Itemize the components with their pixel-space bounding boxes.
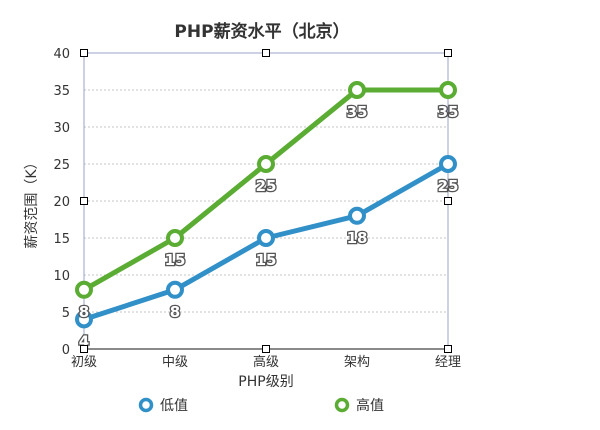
series-point xyxy=(166,229,184,247)
data-label: 8 xyxy=(79,303,89,321)
series-lines xyxy=(81,87,451,322)
resize-handle[interactable] xyxy=(262,345,270,353)
y-tick-label: 25 xyxy=(53,158,70,173)
series-point xyxy=(439,155,457,173)
y-tick-label: 5 xyxy=(62,306,70,321)
y-tick-label: 40 xyxy=(53,47,70,62)
data-label: 18 xyxy=(347,229,368,247)
legend-label: 高值 xyxy=(356,397,384,414)
series-points xyxy=(75,81,457,329)
x-tick-label: 初级 xyxy=(71,355,97,370)
x-tick-label: 中级 xyxy=(162,355,188,370)
series-point xyxy=(75,280,93,299)
series-point xyxy=(75,310,93,329)
series-point xyxy=(257,155,275,173)
y-tick-label: 30 xyxy=(53,121,70,136)
x-tick-label: 高级 xyxy=(253,354,279,370)
y-tick-label: 0 xyxy=(62,343,70,358)
y-axis-label: 薪资范围（K） xyxy=(23,155,40,248)
legend-marker xyxy=(334,397,350,413)
data-label: 15 xyxy=(165,251,186,269)
resize-handle[interactable] xyxy=(80,345,88,353)
chart-title: PHP薪资水平（北京） xyxy=(174,21,349,42)
y-tick-label: 20 xyxy=(53,195,70,210)
data-label: 25 xyxy=(438,177,459,195)
x-axis-ticks: 初级 中级 高级 架构 经理 xyxy=(71,354,461,370)
resize-handle[interactable] xyxy=(444,345,452,353)
y-tick-label: 35 xyxy=(53,84,70,99)
resize-handle[interactable] xyxy=(80,197,88,205)
data-label: 35 xyxy=(347,103,368,121)
legend-item[interactable]: 高值 xyxy=(334,397,385,414)
data-label: 25 xyxy=(256,177,277,195)
resize-handle[interactable] xyxy=(262,49,270,57)
series-point xyxy=(257,229,275,247)
series-point xyxy=(166,280,184,299)
series-point xyxy=(439,81,457,99)
series-point xyxy=(348,81,366,99)
x-tick-label: 经理 xyxy=(435,355,461,370)
y-axis-ticks: 0 5 10 15 20 25 30 35 40 xyxy=(53,47,70,358)
data-label: 35 xyxy=(438,103,459,121)
series-point xyxy=(348,206,366,225)
x-tick-label: 架构 xyxy=(344,355,370,370)
data-label: 15 xyxy=(256,251,277,269)
data-label: 8 xyxy=(170,303,180,321)
selection-handles[interactable] xyxy=(80,49,452,353)
resize-handle[interactable] xyxy=(444,49,452,57)
y-tick-label: 15 xyxy=(53,232,70,247)
resize-handle[interactable] xyxy=(444,197,452,205)
legend-marker xyxy=(138,397,154,413)
legend-item[interactable]: 低值 xyxy=(138,397,189,414)
x-axis-label: PHP级别 xyxy=(238,374,293,390)
legend[interactable]: 低值 高值 xyxy=(138,397,385,414)
resize-handle[interactable] xyxy=(80,49,88,57)
legend-label: 低值 xyxy=(160,398,188,414)
y-tick-label: 10 xyxy=(53,269,70,284)
